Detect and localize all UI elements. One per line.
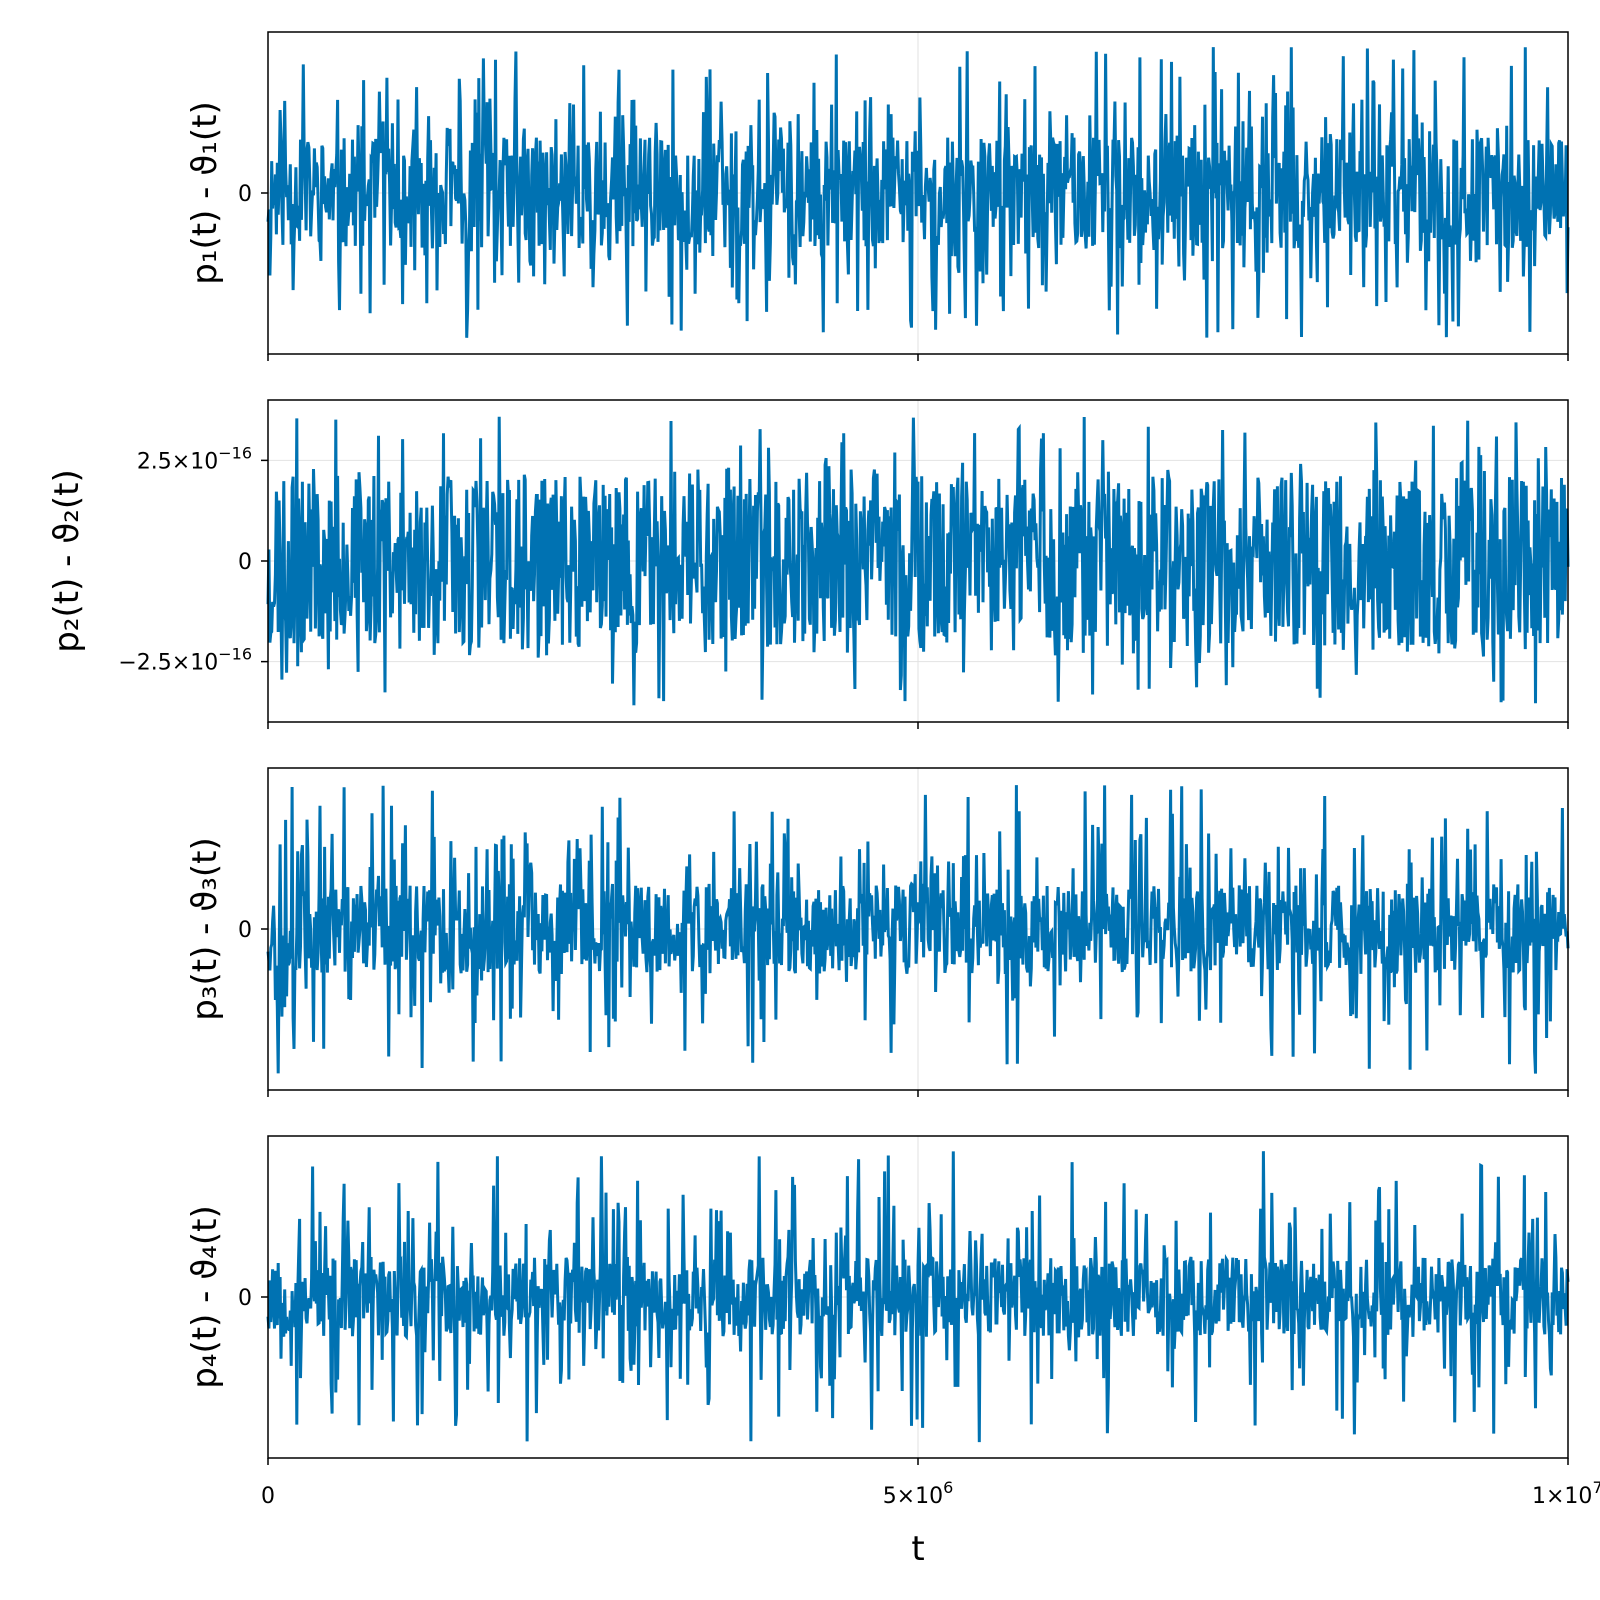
y-tick-label: 0: [238, 1286, 252, 1311]
y-tick-label: 0: [238, 550, 252, 575]
panel-4: 0 0 5×106 1×107 p₄(t) - ϑ₄(t) t: [185, 1135, 1600, 1569]
series-line-4: [266, 1151, 1570, 1443]
panel-1: 0 p₁(t) - ϑ₁(t): [185, 31, 1570, 361]
x-tick-label: 1×107: [1532, 1478, 1600, 1509]
series-line-3: [266, 785, 1570, 1074]
y-tick-label: 0: [238, 918, 252, 943]
panel-3: 0 p₃(t) - ϑ₃(t): [185, 767, 1570, 1097]
y-tick-label: 2.5×10−16: [137, 443, 252, 474]
series-line-2: [266, 416, 1570, 706]
x-tick-label: 5×106: [883, 1478, 954, 1509]
y-axis-label: p₂(t) - ϑ₂(t): [47, 469, 87, 653]
y-axis-label: p₄(t) - ϑ₄(t): [185, 1205, 225, 1389]
y-tick-label: −2.5×10−16: [118, 645, 252, 676]
x-tick-label: 0: [261, 1484, 275, 1509]
panel-2: 2.5×10−16 0 −2.5×10−16 p₂(t) - ϑ₂(t): [47, 399, 1570, 729]
series-line-1: [266, 47, 1570, 338]
y-axis-label: p₃(t) - ϑ₃(t): [185, 837, 225, 1021]
y-axis-label: p₁(t) - ϑ₁(t): [185, 101, 225, 285]
y-tick-label: 0: [238, 182, 252, 207]
x-axis-label: t: [911, 1529, 924, 1569]
